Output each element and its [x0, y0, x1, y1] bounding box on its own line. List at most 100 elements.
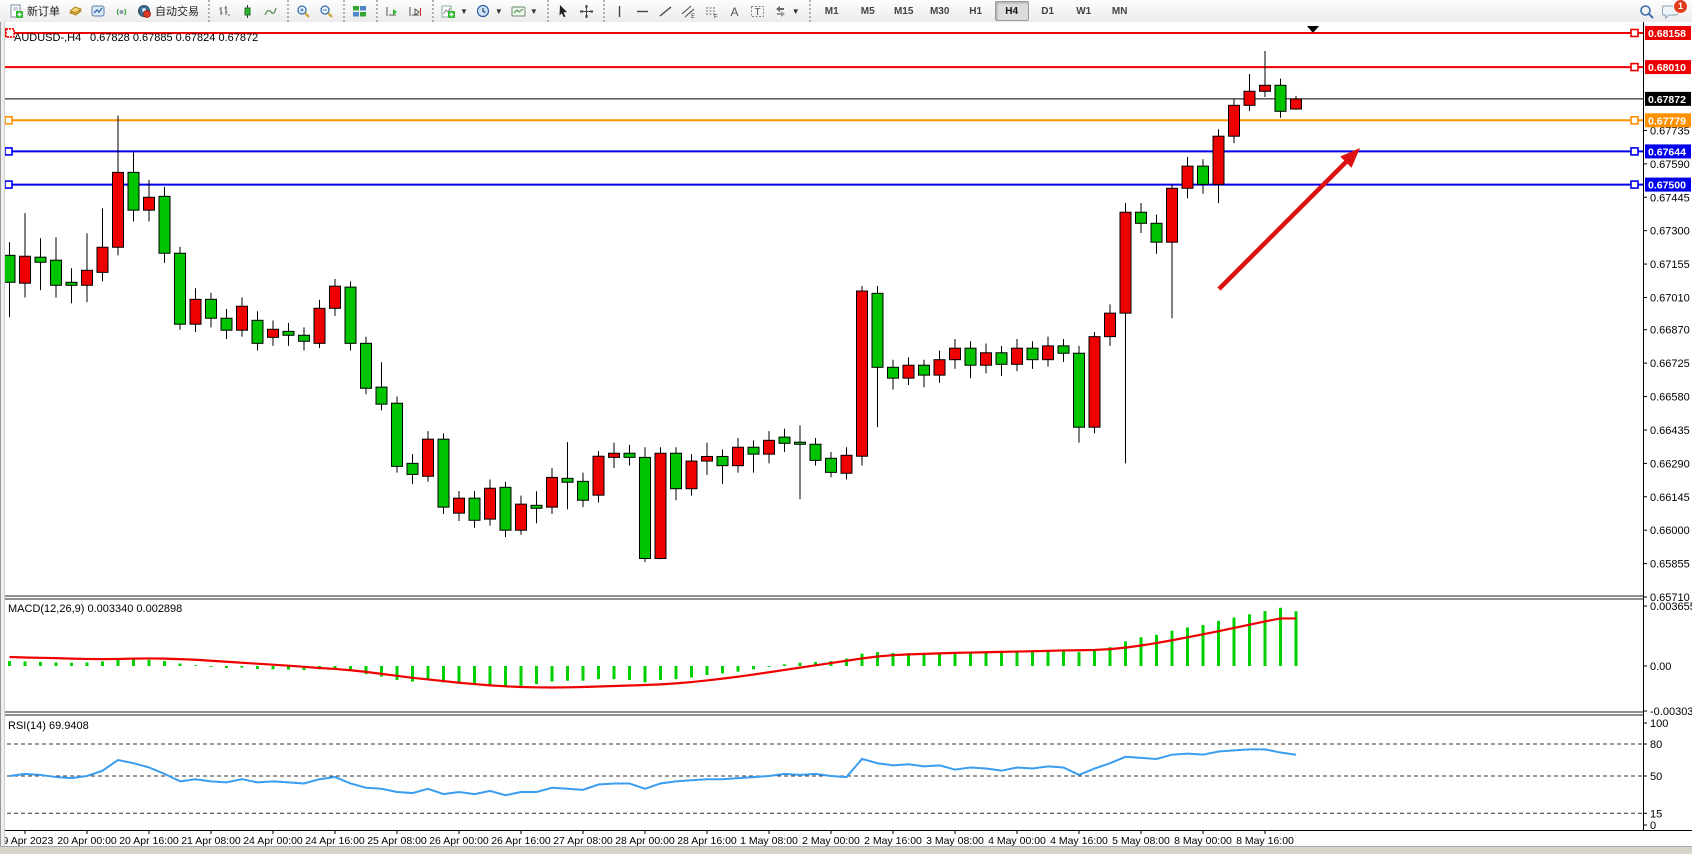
timeframe-button-MN[interactable]: MN: [1111, 5, 1128, 17]
crosshair-button[interactable]: [575, 1, 598, 21]
candle-body: [329, 285, 341, 309]
candle-body: [716, 455, 729, 467]
price-badge-value: 0.67779: [1648, 115, 1686, 127]
trendline-button[interactable]: [654, 1, 677, 21]
search-icon[interactable]: [1639, 4, 1654, 19]
candle-body: [902, 364, 915, 379]
horizontal-levels-layer[interactable]: [0, 28, 1643, 189]
svg-text:F: F: [714, 14, 718, 19]
chat-icon[interactable]: 1: [1662, 0, 1688, 19]
trend-arrow-layer[interactable]: [5, 28, 1360, 291]
price-badge: [1645, 25, 1691, 40]
line-anchor-marker[interactable]: [1630, 62, 1639, 72]
timeframe-button-M15[interactable]: M15: [893, 5, 914, 17]
line-anchor-marker[interactable]: [1630, 28, 1639, 38]
autotrade-button[interactable]: 自动交易: [133, 1, 203, 21]
candle-body: [406, 462, 419, 475]
toolbar-group-trade: 新订单 自动交易: [2, 0, 206, 22]
candle-body: [654, 452, 667, 560]
time-axis-label: 2 May 00:00: [802, 835, 860, 847]
zoom-out-button[interactable]: [315, 1, 338, 21]
templates-button[interactable]: ▼: [507, 1, 542, 21]
rsi-layer: [0, 743, 1643, 814]
svg-text:E: E: [691, 14, 695, 19]
price-badge: [1645, 91, 1691, 106]
candle-body: [980, 352, 992, 366]
price-tick-label: 0.65710: [1650, 592, 1690, 604]
wallet-button[interactable]: [64, 1, 87, 21]
time-axis-label: 20 Apr 16:00: [119, 835, 179, 847]
time-axis-label: 3 May 08:00: [926, 835, 984, 847]
candle-body: [561, 477, 574, 483]
bars-chart-button[interactable]: [213, 1, 236, 21]
candle-body: [1243, 90, 1256, 106]
notification-badge: 1: [1673, 0, 1688, 14]
horizontal-line-button[interactable]: [631, 1, 654, 21]
rsi-tick-label: 50: [1650, 771, 1662, 783]
cursor-button[interactable]: [552, 1, 575, 21]
candle-body: [189, 298, 202, 325]
selected-line-anchor[interactable]: [5, 28, 15, 38]
macd-indicator-label: MACD(12,26,9) 0.003340 0.002898: [8, 603, 182, 615]
price-tick-label: 0.67445: [1650, 192, 1690, 204]
text-label-button[interactable]: T: [746, 1, 769, 21]
candle-body: [112, 171, 124, 248]
equidistant-channel-button[interactable]: E: [677, 1, 700, 21]
candle-body: [670, 452, 682, 490]
chart-shift-button[interactable]: [404, 1, 427, 21]
line-chart-button[interactable]: [259, 1, 282, 21]
line-anchor-marker[interactable]: [4, 180, 13, 189]
timeframe-button-H1[interactable]: H1: [969, 5, 983, 17]
vertical-line-button[interactable]: [608, 1, 631, 21]
chart-canvas[interactable]: 0.67735 0.67590 0.67445 0.67300 0.67155 0.670…: [0, 22, 1692, 853]
new-order-button[interactable]: 新订单: [5, 1, 64, 21]
line-anchor-marker[interactable]: [4, 116, 13, 125]
line-anchor-marker[interactable]: [4, 147, 13, 156]
candle-body: [50, 259, 62, 286]
candlestick-chart-button[interactable]: [236, 1, 259, 21]
candle-body: [608, 452, 620, 458]
chart-window[interactable]: 0.67735 0.67590 0.67445 0.67300 0.67155 0.670…: [0, 22, 1692, 853]
timeframe-button-M30[interactable]: M30: [929, 5, 950, 17]
chart-shift-icon: [408, 4, 423, 19]
candle-body: [251, 319, 264, 344]
trend-arrow-head[interactable]: [1340, 148, 1360, 168]
price-tick-label: 0.66290: [1650, 458, 1690, 470]
periods-button[interactable]: ▼: [472, 1, 507, 21]
text-button[interactable]: A: [723, 1, 746, 21]
chart-background[interactable]: [0, 22, 1643, 853]
timeframe-button-H4[interactable]: H4: [994, 1, 1029, 21]
indicators-button[interactable]: ▼: [437, 1, 472, 21]
candle-body: [220, 317, 233, 331]
line-anchor-marker[interactable]: [1630, 147, 1639, 156]
timeframe-button-M1[interactable]: M1: [824, 5, 839, 17]
candle-body: [19, 255, 31, 284]
text-icon: A: [727, 4, 742, 19]
timeframe-button-D1[interactable]: D1: [1041, 5, 1055, 17]
candle-body: [344, 286, 357, 344]
tile-windows-button[interactable]: [348, 1, 371, 21]
macd-tick-label: 0.003655: [1650, 601, 1692, 613]
candlestick-chart-icon: [240, 4, 255, 19]
terminal-button[interactable]: [87, 1, 110, 21]
timeframe-button-M5[interactable]: M5: [860, 5, 875, 17]
text-label-icon: T: [750, 4, 765, 19]
fibonacci-button[interactable]: F: [700, 1, 723, 21]
timeframe-button-W1[interactable]: W1: [1076, 5, 1092, 17]
line-anchor-marker[interactable]: [1630, 116, 1639, 125]
price-badge: [1645, 113, 1691, 128]
arrows-button[interactable]: ▼: [769, 1, 804, 21]
candle-body: [236, 305, 248, 331]
zoom-in-button[interactable]: [292, 1, 315, 21]
price-badge: [1645, 60, 1691, 75]
periods-caret: ▼: [494, 6, 503, 16]
candle-body: [685, 460, 698, 490]
line-anchor-marker[interactable]: [1630, 180, 1639, 189]
trend-arrow-shaft[interactable]: [1217, 152, 1356, 291]
time-axis-label: 20 Apr 00:00: [57, 835, 117, 847]
signal-button[interactable]: [110, 1, 133, 21]
auto-scroll-button[interactable]: [381, 1, 404, 21]
candle-body: [143, 196, 155, 211]
candle-body: [1197, 165, 1209, 185]
time-axis-label: 19 Apr 2023: [0, 835, 53, 847]
